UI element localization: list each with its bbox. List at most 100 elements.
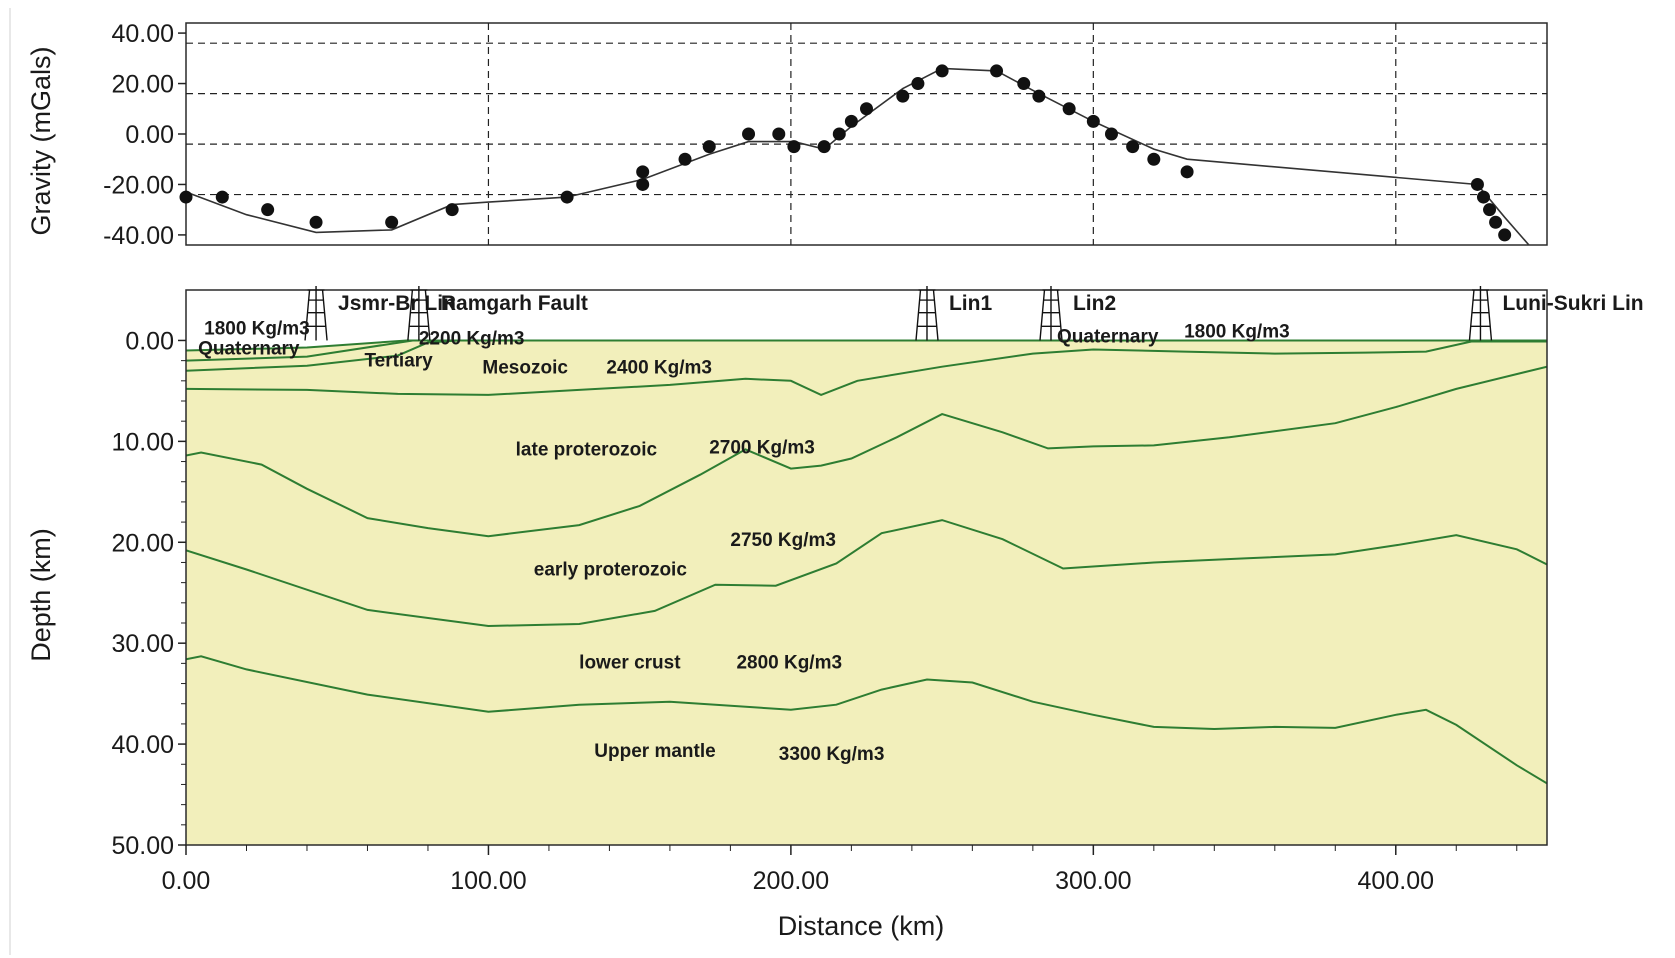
gravity-y-tick-label: -20.00 bbox=[103, 171, 174, 199]
observed-gravity-point bbox=[990, 64, 1004, 78]
observed-gravity-point bbox=[1470, 177, 1484, 191]
layer-annotation: Quaternary bbox=[1057, 326, 1159, 347]
observed-gravity-point bbox=[817, 140, 831, 154]
depth-plot-frame bbox=[185, 289, 1548, 846]
gravity-gridlines bbox=[186, 23, 1547, 245]
gravity-y-tick-label: 0.00 bbox=[125, 121, 174, 149]
well-label: Lin1 bbox=[949, 292, 992, 315]
observed-gravity-point bbox=[636, 177, 650, 191]
observed-gravity-point bbox=[309, 215, 323, 229]
observed-gravity-point bbox=[1062, 102, 1076, 116]
observed-gravity-point bbox=[678, 152, 692, 166]
observed-gravity-point bbox=[787, 140, 801, 154]
depth-layers bbox=[186, 340, 1547, 845]
layer-annotation: 2700 Kg/m3 bbox=[709, 437, 815, 458]
layer-annotation: Mesozoic bbox=[482, 358, 568, 379]
observed-gravity-point bbox=[1032, 89, 1046, 103]
observed-gravity-point bbox=[636, 165, 650, 179]
gravity-y-axis-title: Gravity (mGals) bbox=[26, 47, 56, 236]
layer-quaternary bbox=[186, 340, 459, 845]
boundary-late-proterozoic bbox=[186, 340, 1547, 396]
observed-gravity-point bbox=[445, 203, 459, 217]
distance-x-tick-label: 100.00 bbox=[450, 867, 526, 895]
layer-annotation: early proterozoic bbox=[534, 560, 688, 581]
observed-gravity-point bbox=[1017, 77, 1031, 91]
observed-gravity-point bbox=[896, 89, 910, 103]
depth-y-tick-label: 0.00 bbox=[125, 327, 174, 355]
observed-gravity-point bbox=[215, 190, 229, 204]
layer-annotation: 2750 Kg/m3 bbox=[730, 530, 836, 551]
layer-annotation: 3300 Kg/m3 bbox=[779, 744, 885, 765]
layer-annotation: Tertiary bbox=[364, 351, 433, 372]
observed-gravity-point bbox=[261, 203, 275, 217]
observed-gravity-point bbox=[832, 127, 846, 141]
observed-gravity-point bbox=[1180, 165, 1194, 179]
well-marker: Lin1 bbox=[915, 286, 992, 341]
observed-gravity-point bbox=[935, 64, 949, 78]
layer-boundaries bbox=[186, 339, 1547, 785]
observed-gravity-point bbox=[1476, 190, 1490, 204]
well-marker: Ramgarh Fault bbox=[407, 286, 588, 341]
depth-axis-ticks: 0.00 10.00 20.00 30.00 40.00 50.00 0.00 100.00 2… bbox=[111, 327, 1518, 895]
observed-gravity-point bbox=[1086, 114, 1100, 128]
well-label: Lin2 bbox=[1073, 292, 1116, 315]
layer-annotation: Upper mantle bbox=[594, 741, 715, 762]
observed-gravity-point bbox=[1104, 127, 1118, 141]
layer-annotation: late proterozoic bbox=[516, 439, 658, 460]
layer-annotation: 2200 Kg/m3 bbox=[419, 328, 525, 349]
well-label: Luni-Sukri Lin bbox=[1502, 292, 1643, 315]
distance-x-tick-label: 400.00 bbox=[1358, 867, 1434, 895]
well-label: Ramgarh Fault bbox=[441, 292, 588, 315]
gravity-panel: 40.00 20.00 0.00 -20.00 -40.00 Gravity (mGal… bbox=[26, 20, 1548, 250]
distance-x-axis-title: Distance (km) bbox=[778, 911, 945, 941]
observed-gravity-point bbox=[1147, 152, 1161, 166]
gravity-y-tick-label: 20.00 bbox=[111, 71, 174, 99]
observed-gravity-point bbox=[742, 127, 756, 141]
layer-annotation: 2800 Kg/m3 bbox=[736, 652, 842, 673]
observed-gravity-point bbox=[179, 190, 193, 204]
layer-annotation: lower crust bbox=[579, 652, 681, 673]
observed-gravity-point bbox=[844, 114, 858, 128]
observed-gravity-point bbox=[1498, 228, 1512, 242]
boundary-mesozoic bbox=[186, 339, 1547, 372]
distance-x-tick-label: 0.00 bbox=[162, 867, 211, 895]
depth-panel: 0.00 10.00 20.00 30.00 40.00 50.00 0.00 100.00 2… bbox=[26, 286, 1644, 941]
boundary-upper-mantle bbox=[186, 655, 1547, 785]
observed-gravity-point bbox=[1126, 140, 1140, 154]
well-marker: Lin2 bbox=[1039, 286, 1116, 341]
distance-x-tick-label: 200.00 bbox=[753, 867, 829, 895]
layer-annotation: 1800 Kg/m3 bbox=[204, 318, 310, 339]
observed-gravity-point bbox=[772, 127, 786, 141]
gravity-y-tick-label: 40.00 bbox=[111, 20, 174, 48]
gravity-plot-frame bbox=[185, 22, 1548, 246]
depth-y-tick-label: 40.00 bbox=[111, 731, 174, 759]
observed-gravity-point bbox=[911, 77, 925, 91]
observed-gravity-point bbox=[702, 140, 716, 154]
layer-annotation: 2400 Kg/m3 bbox=[606, 358, 712, 379]
gravity-y-tick-label: -40.00 bbox=[103, 222, 174, 250]
observed-gravity-point bbox=[860, 102, 873, 116]
layer-annotation: 1800 Kg/m3 bbox=[1184, 321, 1290, 342]
layer-annotation: Quaternary bbox=[198, 339, 300, 360]
boundary-early-proterozoic bbox=[186, 365, 1547, 538]
layer-mesozoic bbox=[186, 340, 1547, 845]
depth-y-tick-label: 20.00 bbox=[111, 529, 174, 557]
well-label: Jsmr-Br Lin bbox=[338, 292, 456, 315]
observed-gravity-points bbox=[179, 64, 1512, 242]
depth-y-tick-label: 50.00 bbox=[111, 832, 174, 860]
boundary-lower-crust bbox=[186, 519, 1547, 628]
observed-gravity-point bbox=[1489, 215, 1503, 229]
boundary-quaternary bbox=[186, 339, 459, 352]
observed-gravity-point bbox=[385, 215, 399, 229]
observed-gravity-point bbox=[1483, 203, 1497, 217]
depth-y-tick-label: 30.00 bbox=[111, 630, 174, 658]
observed-gravity-point bbox=[560, 190, 574, 204]
well-marker: Luni-Sukri Lin bbox=[1468, 286, 1644, 341]
distance-x-tick-label: 300.00 bbox=[1055, 867, 1131, 895]
gravity-y-ticks: 40.00 20.00 0.00 -20.00 -40.00 bbox=[103, 20, 186, 250]
depth-y-tick-label: 10.00 bbox=[111, 428, 174, 456]
depth-y-axis-title: Depth (km) bbox=[26, 528, 56, 662]
